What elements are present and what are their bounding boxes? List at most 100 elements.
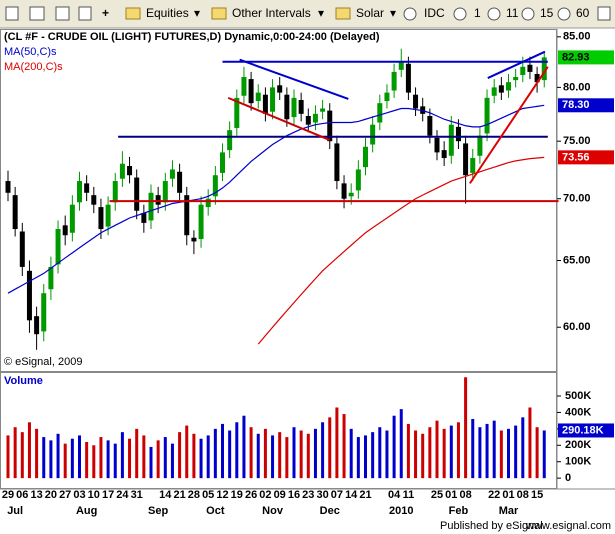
candle-body bbox=[370, 124, 376, 145]
x-month-label: Feb bbox=[449, 505, 469, 517]
x-tick-label: 01 bbox=[502, 489, 514, 501]
toolbar-menu[interactable]: Solar bbox=[356, 6, 384, 20]
volume-bar bbox=[249, 427, 253, 479]
trend-line bbox=[227, 96, 331, 142]
x-tick-label: 04 bbox=[388, 489, 401, 501]
candle-body bbox=[527, 64, 533, 72]
volume-bar bbox=[485, 423, 489, 479]
interval-button[interactable]: 11 bbox=[506, 6, 519, 20]
candle-body bbox=[26, 270, 32, 321]
folder-icon bbox=[211, 7, 227, 20]
toolbar-icon[interactable] bbox=[78, 6, 92, 21]
toolbar-menu[interactable]: Other Intervals bbox=[232, 6, 311, 20]
x-month-label: Dec bbox=[320, 505, 340, 517]
x-tick-label: 14 bbox=[345, 489, 358, 501]
candle-body bbox=[312, 113, 318, 123]
candle-body bbox=[298, 99, 304, 114]
volume-bar bbox=[256, 433, 260, 479]
candle-body bbox=[341, 183, 347, 199]
volume-bar bbox=[507, 428, 510, 479]
volume-bar bbox=[106, 440, 110, 479]
x-tick-label: 16 bbox=[288, 489, 300, 501]
x-tick-label: 24 bbox=[116, 489, 129, 501]
candle-body bbox=[305, 116, 311, 125]
x-tick-label: 07 bbox=[331, 489, 343, 501]
candle-body bbox=[191, 237, 197, 242]
chart-title: (CL #F - CRUDE OIL (LIGHT) FUTURES,D) Dy… bbox=[4, 31, 380, 43]
volume-bar bbox=[221, 423, 224, 479]
y-tick-label: 85.00 bbox=[563, 31, 591, 43]
candle-body bbox=[255, 92, 261, 102]
volume-bar bbox=[56, 433, 60, 479]
current-value-label: 73.56 bbox=[562, 151, 590, 163]
candle-body bbox=[498, 85, 504, 93]
volume-bar bbox=[499, 430, 503, 479]
x-tick-label: 01 bbox=[445, 489, 457, 501]
x-tick-label: 21 bbox=[359, 489, 371, 501]
trend-line bbox=[469, 66, 549, 184]
volume-bar bbox=[428, 427, 432, 479]
footer-text: www.esignal.com bbox=[525, 520, 611, 532]
moving-average-line bbox=[257, 156, 545, 345]
volume-bar bbox=[242, 415, 246, 479]
interval-icon bbox=[557, 7, 571, 21]
candle-body bbox=[391, 71, 397, 91]
candle-body bbox=[184, 195, 190, 236]
volume-bar bbox=[20, 432, 24, 479]
volume-bar bbox=[313, 428, 317, 479]
interval-button[interactable]: 15 bbox=[540, 6, 554, 20]
candle-body bbox=[484, 97, 490, 134]
x-tick-label: 22 bbox=[488, 489, 500, 501]
candle-body bbox=[348, 192, 354, 197]
dropdown-arrow: ▾ bbox=[194, 6, 200, 20]
candle-body bbox=[41, 293, 47, 332]
interval-button[interactable]: 1 bbox=[474, 6, 481, 20]
candle-body bbox=[327, 110, 333, 142]
x-tick-label: 28 bbox=[188, 489, 200, 501]
interval-icon bbox=[403, 7, 417, 21]
volume-bar bbox=[521, 417, 525, 479]
toolbar-icon[interactable] bbox=[597, 6, 611, 21]
candle-body bbox=[427, 116, 433, 136]
candle-body bbox=[491, 87, 497, 96]
volume-bar bbox=[13, 427, 17, 479]
volume-bar bbox=[378, 427, 382, 479]
interval-button[interactable]: IDC bbox=[424, 6, 445, 20]
toolbar-icon[interactable] bbox=[5, 6, 19, 21]
x-tick-label: 19 bbox=[231, 489, 243, 501]
y-tick-label: 60.00 bbox=[563, 321, 591, 333]
candle-body bbox=[448, 124, 454, 156]
interval-button[interactable]: 60 bbox=[576, 6, 590, 20]
volume-bar bbox=[178, 432, 182, 479]
candle-body bbox=[455, 126, 461, 142]
candle-body bbox=[241, 77, 247, 96]
volume-bar bbox=[70, 438, 74, 479]
candle-body bbox=[520, 66, 526, 75]
volume-bar bbox=[464, 377, 468, 479]
toolbar-icon[interactable] bbox=[55, 6, 70, 21]
candle-body bbox=[384, 92, 390, 102]
candle-body bbox=[248, 79, 254, 104]
folder-icon bbox=[335, 7, 351, 20]
add-icon[interactable]: + bbox=[102, 6, 109, 20]
volume-bar bbox=[435, 420, 439, 479]
moving-average-line bbox=[7, 104, 545, 294]
candle-body bbox=[377, 103, 383, 123]
candle-body bbox=[105, 204, 111, 227]
candle-body bbox=[12, 195, 18, 230]
candle-body bbox=[470, 158, 476, 173]
volume-bar bbox=[113, 443, 117, 479]
toolbar-icon[interactable] bbox=[29, 6, 45, 21]
x-month-label: Aug bbox=[76, 505, 97, 517]
volume-bar bbox=[471, 419, 475, 479]
toolbar-menu[interactable]: Equities bbox=[146, 6, 189, 20]
trend-line bbox=[239, 58, 349, 100]
candle-body bbox=[48, 266, 54, 290]
current-value-box bbox=[558, 98, 614, 113]
volume-bar bbox=[356, 437, 360, 479]
current-value-label: 78.30 bbox=[562, 99, 590, 111]
candle-body bbox=[177, 171, 183, 193]
volume-bar bbox=[149, 446, 153, 479]
footer-text: Published by eSignal bbox=[440, 520, 543, 532]
